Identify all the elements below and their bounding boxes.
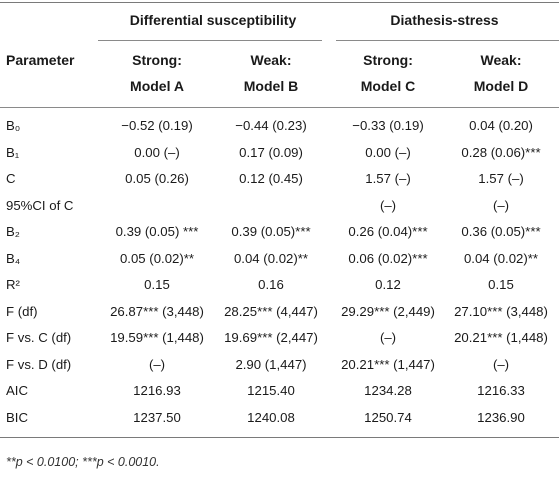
cell-model-c: 0.00 (–) [365, 144, 411, 160]
cell-model-d: 1.57 (–) [478, 171, 524, 186]
table-row: B₄ 0.05 (0.02)** 0.04 (0.02)** 0.06 (0.02)*… [0, 246, 559, 272]
cell-model-a: −0.52 (0.19) [121, 118, 193, 133]
row-label: B₀ [6, 118, 21, 133]
cell-model-d: 0.15 [488, 277, 514, 292]
cell-model-d: 0.36 (0.05)*** [461, 224, 541, 239]
cell-model-a: 0.00 (–) [134, 144, 180, 160]
header-model-d-strength: Weak: [480, 52, 522, 68]
cell-model-a: 0.05 (0.02)** [119, 250, 195, 266]
cell-model-b [214, 193, 328, 219]
cell-model-b: 0.17 (0.09) [239, 144, 303, 160]
cell-model-b: 1215.40 [247, 383, 295, 398]
cell-model-c: 1250.74 [364, 409, 412, 425]
top-rule [0, 2, 559, 3]
header-model-c: Model C [360, 78, 416, 94]
cell-model-a [98, 193, 216, 219]
cell-model-c: 20.21*** (1,447) [341, 356, 435, 372]
table-row: F (df) 26.87*** (3,448) 28.25*** (4,447) 29… [0, 299, 559, 325]
table-row: BIC 1237.50 1240.08 1250.74 1236.90 [0, 405, 559, 431]
cell-model-c: 1.57 (–) [365, 171, 411, 186]
row-label: BIC [6, 409, 28, 425]
header-parameter: Parameter [6, 52, 75, 68]
cell-model-b: 0.16 [258, 277, 284, 292]
row-label: C [6, 171, 16, 186]
cell-model-c: 1234.28 [364, 383, 412, 398]
cell-model-c: −0.33 (0.19) [352, 118, 424, 133]
table-row: B₂ 0.39 (0.05) *** 0.39 (0.05)*** 0.26 (0.0… [0, 219, 559, 245]
cell-model-d: (–) [492, 356, 510, 372]
cell-model-a: 26.87*** (3,448) [110, 303, 204, 319]
cell-model-a: 19.59*** (1,448) [110, 330, 204, 345]
row-label: R² [6, 277, 20, 292]
cell-model-a: 0.39 (0.05) *** [115, 224, 199, 239]
table-row: 95%CI of C (–) (–) [0, 193, 559, 219]
header-model-a: Model A [130, 78, 184, 94]
group-header-diathesis: Diathesis-stress [390, 12, 499, 28]
cell-model-c: 0.06 (0.02)*** [348, 250, 428, 266]
header-rule [0, 107, 559, 108]
cell-model-a: 1237.50 [133, 409, 181, 425]
table-row: B₀ −0.52 (0.19) −0.44 (0.23) −0.33 (0.19) 0.… [0, 113, 559, 139]
cell-model-b: 0.39 (0.05)*** [231, 224, 311, 239]
cell-model-c: 29.29*** (2,449) [341, 303, 435, 319]
row-label: F vs. D (df) [6, 356, 72, 372]
cell-model-d: 0.04 (0.02)** [463, 250, 539, 266]
header-model-d: Model D [473, 78, 529, 94]
table-row: C 0.05 (0.26) 0.12 (0.45) 1.57 (–) 1.57 (–) [0, 166, 559, 192]
cell-model-c: 0.12 [375, 277, 401, 292]
cell-model-d: 27.10*** (3,448) [454, 303, 548, 319]
table-row: F vs. D (df) (–) 2.90 (1,447) 20.21*** (1,4… [0, 352, 559, 378]
bottom-rule [0, 437, 559, 438]
header-model-c-strength: Strong: [363, 52, 413, 68]
header-model-b-strength: Weak: [250, 52, 292, 68]
cell-model-a: 1216.93 [133, 383, 181, 398]
cell-model-b: −0.44 (0.23) [235, 118, 307, 133]
row-label: B₁ [6, 144, 20, 160]
cell-model-b: 1240.08 [247, 409, 295, 425]
header-model-b: Model B [243, 78, 299, 94]
cell-model-c: (–) [379, 197, 397, 213]
cell-model-d: 1216.33 [477, 383, 525, 398]
row-label: AIC [6, 383, 28, 398]
group-header-differential: Differential susceptibility [129, 12, 297, 28]
header-model-a-strength: Strong: [132, 52, 182, 68]
cell-model-d: 1236.90 [477, 409, 525, 425]
table-row: B₁ 0.00 (–) 0.17 (0.09) 0.00 (–) 0.28 (0.06)… [0, 140, 559, 166]
cell-model-d: 20.21*** (1,448) [454, 330, 548, 345]
cell-model-b: 2.90 (1,447) [235, 356, 307, 372]
cell-model-b: 19.69*** (2,447) [224, 330, 318, 345]
row-label: F (df) [6, 303, 38, 319]
cell-model-b: 0.12 (0.45) [239, 171, 303, 186]
cell-model-d: (–) [492, 197, 510, 213]
table-row: AIC 1216.93 1215.40 1234.28 1216.33 [0, 378, 559, 404]
cell-model-d: 0.28 (0.06)*** [461, 144, 541, 160]
group-rule-diathesis [336, 40, 559, 41]
cell-model-a: (–) [148, 356, 166, 372]
row-label: B₄ [6, 250, 21, 266]
cell-model-b: 0.04 (0.02)** [233, 250, 309, 266]
table-row: F vs. C (df) 19.59*** (1,448) 19.69*** (2,… [0, 325, 559, 351]
cell-model-c: (–) [379, 330, 397, 345]
footnote: **p < 0.0100; ***p < 0.0010. [6, 455, 160, 469]
row-label: F vs. C (df) [6, 330, 72, 345]
cell-model-a: 0.05 (0.26) [125, 171, 189, 186]
group-rule-differential [98, 40, 322, 41]
cell-model-a: 0.15 [144, 277, 170, 292]
cell-model-d: 0.04 (0.20) [469, 118, 533, 133]
row-label: 95%CI of C [6, 197, 74, 213]
cell-model-c: 0.26 (0.04)*** [348, 224, 428, 239]
row-label: B₂ [6, 224, 20, 239]
table-row: R² 0.15 0.16 0.12 0.15 [0, 272, 559, 298]
cell-model-b: 28.25*** (4,447) [224, 303, 318, 319]
